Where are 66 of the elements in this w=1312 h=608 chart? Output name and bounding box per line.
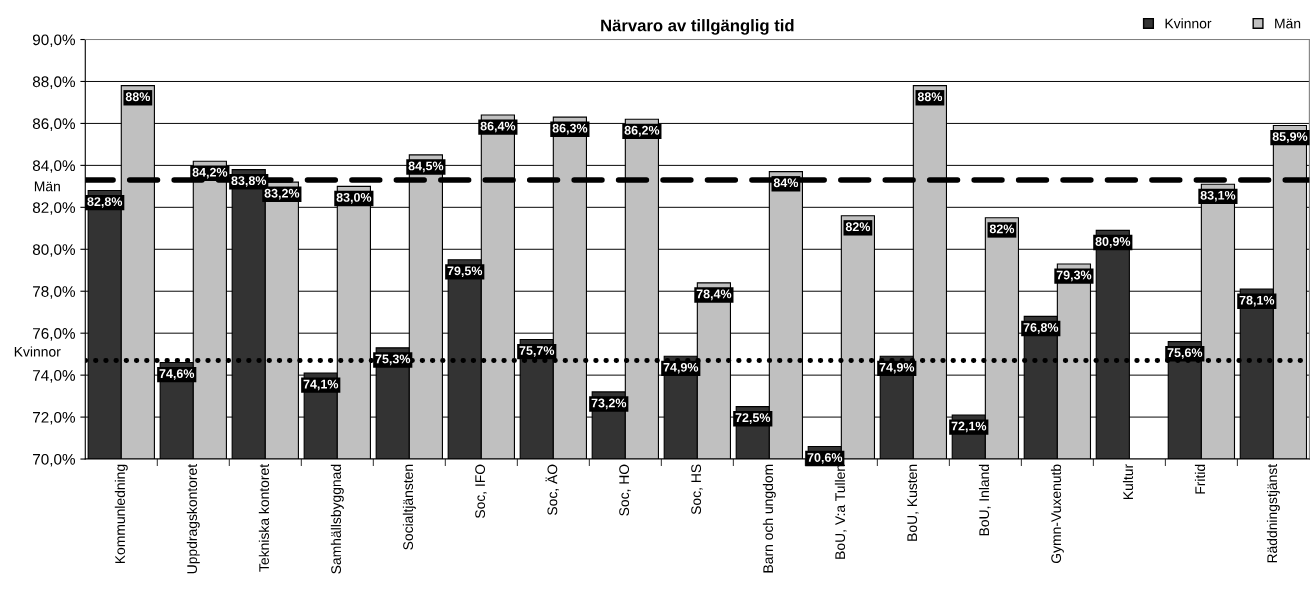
x-tick-label: Tekniska kontoret xyxy=(258,464,270,572)
data-label: 86,4% xyxy=(480,121,516,133)
x-tick-label: Kommunledning xyxy=(114,464,128,564)
x-tick-label: Soc, HS xyxy=(691,464,703,515)
data-label: 83,0% xyxy=(336,192,372,204)
data-label: 82,8% xyxy=(87,197,123,208)
data-label: 74,9% xyxy=(879,362,915,374)
data-label: 75,6% xyxy=(1167,348,1203,359)
y-tick-label: 86,0% xyxy=(32,118,76,131)
ref-line-label: Män xyxy=(34,181,60,192)
y-tick-label: 78,0% xyxy=(33,286,76,299)
x-tick-label: Gymn-Vuxenutb xyxy=(1050,464,1064,564)
data-label: 74,6% xyxy=(159,369,195,380)
data-label: 88% xyxy=(125,92,151,102)
x-tick-label: BoU, V:a Tullen xyxy=(834,464,847,559)
legend-label: Män xyxy=(1275,18,1301,29)
data-label: 84,5% xyxy=(408,161,444,173)
x-tick-label: Soc, IFO xyxy=(475,464,487,519)
data-label: 70,6% xyxy=(807,453,843,464)
data-label: 79,5% xyxy=(447,266,483,278)
y-tick-label: 70,0% xyxy=(33,453,76,467)
data-label: 72,1% xyxy=(951,421,987,433)
x-tick-label: BoU, Inland xyxy=(978,464,991,536)
x-tick-label: Soc, ÄO xyxy=(545,464,559,515)
x-tick-label: Socialtjänsten xyxy=(402,464,416,550)
y-tick-label: 76,0% xyxy=(33,328,76,341)
data-label: 75,7% xyxy=(519,346,555,357)
data-label: 82% xyxy=(845,222,871,232)
x-tick-label: Barn och ungdom xyxy=(762,464,776,573)
data-label: 76,8% xyxy=(1023,323,1059,334)
data-label: 86,2% xyxy=(624,125,660,137)
y-tick-label: 88,0% xyxy=(32,76,76,89)
data-label: 83,2% xyxy=(264,188,300,200)
data-label: 82% xyxy=(989,224,1015,234)
y-tick-label: 90,0% xyxy=(32,34,76,48)
x-tick-label: Samhällsbyggnad xyxy=(330,464,344,574)
data-label: 83,8% xyxy=(231,176,267,187)
chart-title: Närvaro av tillgänglig tid xyxy=(601,19,794,35)
x-tick-label: Uppdragskontoret xyxy=(186,463,200,574)
data-label: 83,1% xyxy=(1200,190,1236,202)
data-label: 75,3% xyxy=(375,354,411,366)
data-label: 88% xyxy=(917,92,943,102)
x-tick-label: Fritid xyxy=(1194,464,1206,494)
data-label: 72,5% xyxy=(735,413,771,424)
x-tick-label: Kultur xyxy=(1122,464,1134,500)
y-tick-label: 84,0% xyxy=(32,160,76,173)
data-label: 79,3% xyxy=(1056,270,1092,282)
data-label: 74,1% xyxy=(303,379,339,391)
legend-label: Kvinnor xyxy=(1165,18,1212,29)
x-tick-label: BoU, Kusten xyxy=(907,464,919,541)
ref-line-label: Kvinnor xyxy=(14,346,61,357)
x-tick-label: Soc, HO xyxy=(619,464,631,516)
y-tick-label: 82,0% xyxy=(32,202,76,215)
data-label: 74,9% xyxy=(663,362,699,374)
y-tick-label: 80,0% xyxy=(32,244,76,257)
data-label: 84,2% xyxy=(192,167,228,179)
data-label: 78,4% xyxy=(696,289,732,301)
data-label: 78,1% xyxy=(1239,295,1275,307)
y-tick-label: 74,0% xyxy=(33,370,76,383)
y-tick-label: 72,0% xyxy=(33,411,76,425)
data-label: 86,3% xyxy=(552,123,588,135)
x-tick-label: Räddningstjänst xyxy=(1266,464,1280,563)
data-label: 84% xyxy=(773,178,799,188)
data-label: 73,2% xyxy=(591,398,627,410)
data-label: 80,9% xyxy=(1095,237,1131,248)
data-label: 85,9% xyxy=(1272,132,1308,143)
